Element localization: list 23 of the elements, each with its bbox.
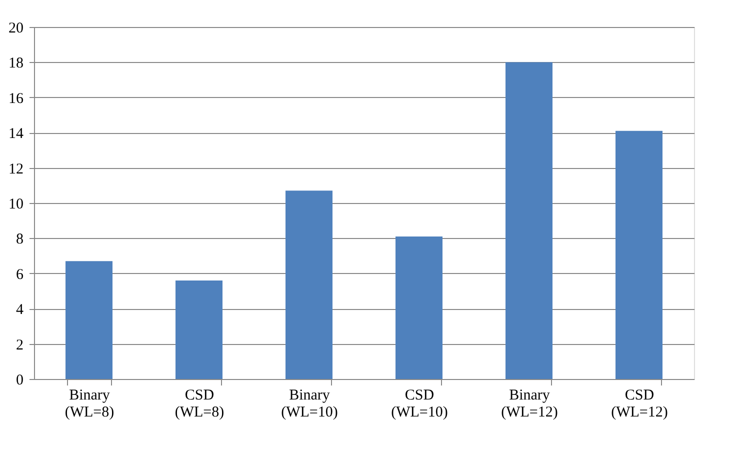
bar	[616, 130, 662, 379]
bar	[396, 236, 442, 379]
bar	[66, 261, 112, 379]
x-tick-label: CSD (WL=12)	[611, 388, 668, 420]
x-tick-label: Binary (WL=8)	[64, 388, 114, 420]
x-tick-label: Binary (WL=10)	[281, 388, 338, 420]
bar	[286, 190, 332, 379]
y-tick-label: 6	[16, 266, 24, 283]
y-tick-label: 12	[8, 161, 24, 178]
y-tick-label: 10	[8, 196, 24, 212]
y-tick-label: 14	[8, 126, 24, 142]
y-tick-label: 2	[16, 337, 24, 354]
y-tick-label: 0	[16, 372, 24, 388]
y-tick-label: 16	[8, 90, 24, 107]
x-tick-label: CSD (WL=8)	[174, 388, 224, 420]
y-tick-label: 18	[8, 56, 24, 72]
y-tick-label: 8	[16, 232, 24, 248]
y-tick-label: 20	[8, 20, 24, 36]
x-tick-label: CSD (WL=10)	[391, 388, 448, 420]
x-tick-label: Binary (WL=12)	[501, 388, 558, 420]
bar	[506, 62, 552, 379]
y-tick-label: 4	[16, 302, 24, 318]
bar	[176, 280, 222, 379]
